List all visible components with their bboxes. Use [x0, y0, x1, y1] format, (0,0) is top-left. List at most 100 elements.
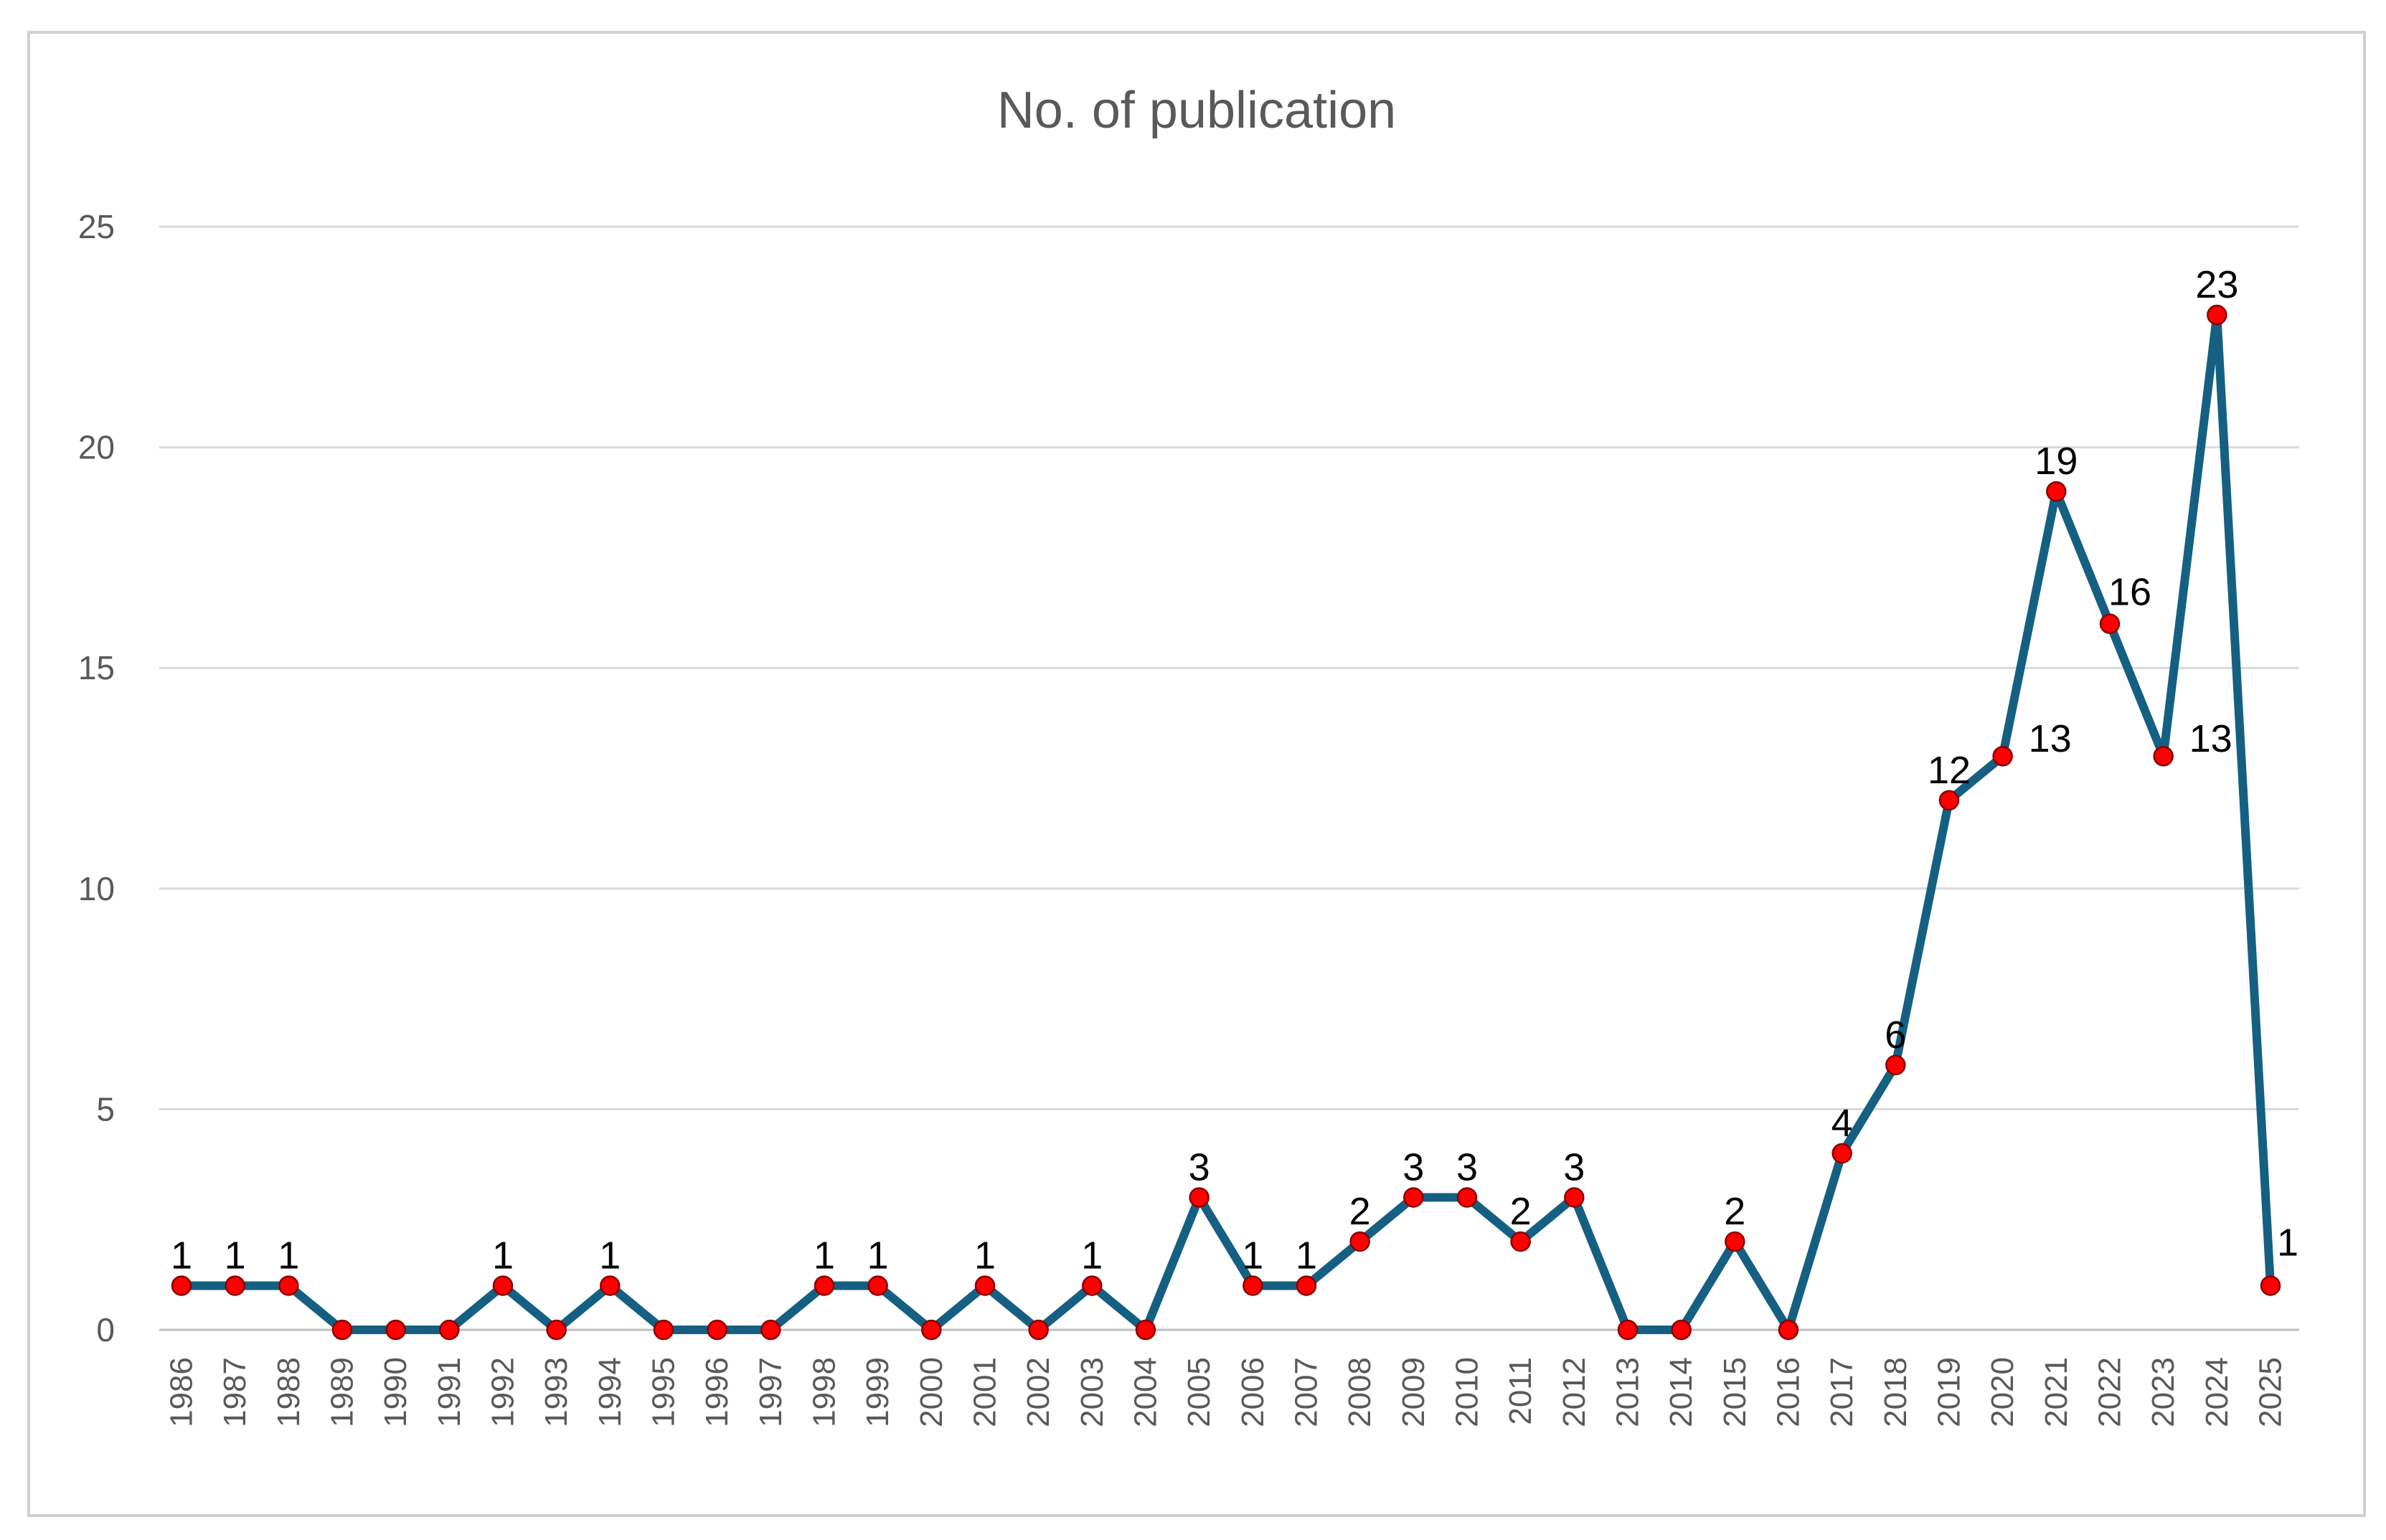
chart-title: No. of publication [997, 82, 1396, 139]
data-point [1564, 1187, 1585, 1208]
data-point [1296, 1275, 1317, 1296]
x-tick-label: 1999 [860, 1357, 895, 1427]
data-point [653, 1319, 674, 1341]
x-tick-label: 2021 [2039, 1357, 2074, 1427]
data-point [1135, 1319, 1156, 1341]
data-point [2099, 613, 2121, 634]
data-point [2046, 481, 2067, 502]
data-point [814, 1275, 835, 1296]
data-label: 12 [1928, 749, 1971, 792]
data-label: 1 [1296, 1234, 1317, 1277]
y-tick-label: 10 [78, 870, 115, 907]
data-label: 3 [1563, 1145, 1585, 1189]
data-label: 1 [225, 1234, 246, 1277]
x-tick-label: 1991 [432, 1357, 467, 1427]
x-tick-label: 2006 [1235, 1357, 1270, 1427]
data-label: 1 [814, 1234, 835, 1277]
data-point [492, 1275, 514, 1296]
gridlines [159, 225, 2299, 1331]
x-tick-label: 2016 [1771, 1357, 1806, 1427]
data-point [921, 1319, 942, 1341]
x-tick-label: 1987 [217, 1357, 253, 1427]
data-point [2153, 745, 2174, 767]
data-point [1403, 1187, 1424, 1208]
x-tick-label: 2024 [2199, 1357, 2235, 1427]
data-point [1671, 1319, 1692, 1341]
data-point [1938, 790, 1960, 811]
x-tick-label: 2007 [1289, 1357, 1324, 1427]
data-point [974, 1275, 996, 1296]
data-point [1510, 1231, 1531, 1252]
x-tick-label: 2002 [1021, 1357, 1056, 1427]
data-label: 2 [1510, 1190, 1532, 1233]
y-tick-label: 15 [78, 649, 115, 686]
data-point [278, 1275, 299, 1296]
x-tick-label: 1994 [593, 1357, 628, 1427]
data-point [867, 1275, 888, 1296]
x-tick-label: 1992 [486, 1357, 521, 1427]
data-label: 13 [2029, 717, 2072, 760]
x-tick-label: 2018 [1878, 1357, 1913, 1427]
data-point [546, 1319, 567, 1341]
x-tick-label: 1997 [753, 1357, 788, 1427]
x-tick-label: 2020 [1985, 1357, 2020, 1427]
x-tick-label: 1993 [539, 1357, 574, 1427]
data-label: 1 [1081, 1234, 1103, 1277]
data-point [707, 1319, 727, 1341]
x-tick-label: 2017 [1824, 1357, 1859, 1427]
data-point [171, 1275, 192, 1296]
data-point [331, 1319, 353, 1341]
data-label: 19 [2034, 440, 2078, 483]
series-markers [171, 304, 2281, 1341]
x-axis-tick-labels: 1986 1987 1988 1989 1990 1991 1992 1993 1994 1995… [164, 1357, 2288, 1427]
data-point [439, 1319, 460, 1341]
data-label: 1 [171, 1234, 192, 1277]
data-point [600, 1275, 621, 1296]
x-tick-label: 1996 [699, 1357, 735, 1427]
data-point [1189, 1187, 1209, 1208]
x-tick-label: 1990 [378, 1357, 413, 1427]
x-tick-label: 1989 [325, 1357, 360, 1427]
data-point [760, 1319, 781, 1341]
data-label: 4 [1831, 1102, 1853, 1145]
data-point [1349, 1231, 1370, 1252]
data-label: 6 [1885, 1014, 1906, 1057]
x-tick-label: 2001 [968, 1357, 1003, 1427]
x-tick-label: 1988 [271, 1357, 306, 1427]
x-tick-label: 2004 [1128, 1357, 1164, 1427]
x-tick-label: 2013 [1611, 1357, 1646, 1427]
y-tick-label: 0 [96, 1311, 115, 1348]
x-tick-label: 2014 [1664, 1357, 1699, 1427]
data-point [1028, 1319, 1049, 1341]
y-axis-tick-labels: 0 5 10 15 20 25 [78, 208, 115, 1348]
x-tick-label: 2025 [2253, 1357, 2288, 1427]
x-tick-label: 2022 [2093, 1357, 2128, 1427]
data-point [1725, 1231, 1745, 1252]
series-line [177, 311, 2275, 1334]
data-point [1617, 1319, 1638, 1341]
data-label: 16 [2108, 571, 2151, 614]
data-point [2207, 304, 2227, 326]
x-tick-label: 2019 [1932, 1357, 1967, 1427]
x-tick-label: 2005 [1182, 1357, 1217, 1427]
x-tick-label: 1995 [646, 1357, 682, 1427]
data-point [1992, 745, 2013, 767]
data-label: 23 [2195, 263, 2238, 306]
data-label: 1 [599, 1234, 621, 1277]
data-point [1831, 1143, 1852, 1164]
x-tick-label: 1986 [164, 1357, 199, 1427]
x-tick-label: 2023 [2146, 1357, 2181, 1427]
data-label: 13 [2189, 717, 2232, 760]
data-point [225, 1275, 245, 1296]
x-tick-label: 1998 [807, 1357, 842, 1427]
data-point [1242, 1275, 1263, 1296]
data-label: 1 [867, 1234, 889, 1277]
y-tick-label: 25 [78, 208, 115, 245]
data-label: 2 [1724, 1190, 1745, 1233]
data-point [385, 1319, 406, 1341]
x-tick-label: 2008 [1342, 1357, 1377, 1427]
data-label: 1 [1242, 1234, 1263, 1277]
y-tick-label: 20 [78, 429, 115, 466]
